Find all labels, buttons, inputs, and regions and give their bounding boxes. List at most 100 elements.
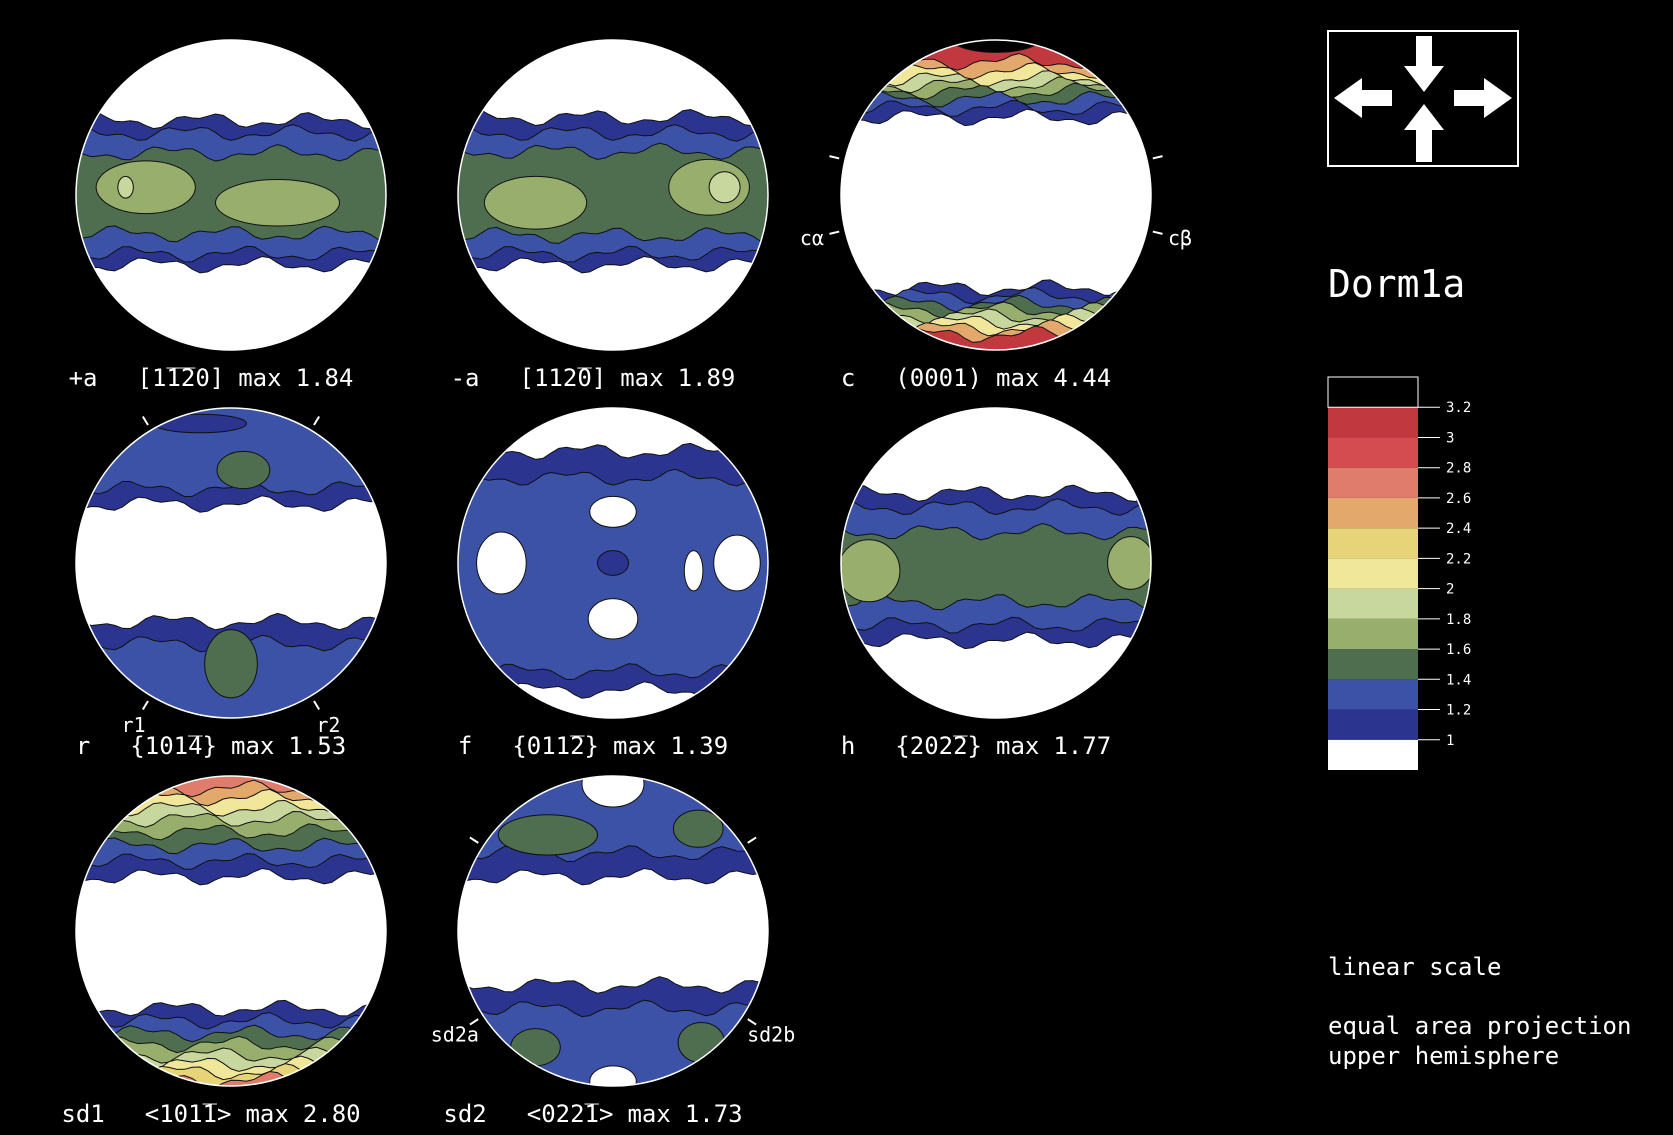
contour-blob (216, 450, 271, 490)
contour-blob (581, 776, 645, 808)
pole-label: r1 (122, 713, 146, 737)
panel-caption: sd1 <101̅1> max 2.80 (61, 1100, 360, 1128)
max-word: max (996, 732, 1039, 760)
legend-swatch (1328, 649, 1418, 680)
pole-figure (458, 408, 768, 718)
pole-figure (458, 40, 768, 350)
contour-blob (215, 179, 340, 227)
panel-caption: h {202̅2} max 1.77 (841, 732, 1111, 760)
legend-label: 1.8 (1446, 612, 1471, 628)
contour-blob (949, 40, 1043, 53)
pole-tick (469, 1018, 479, 1026)
pole-label: cα (800, 226, 824, 250)
max-value: 1.73 (685, 1100, 743, 1128)
panel-name: c (841, 364, 855, 392)
panel-name: +a (69, 364, 98, 392)
panel-index: {101̅4} (130, 732, 217, 760)
panel-name: r (76, 732, 90, 760)
pole-tick (313, 415, 321, 426)
legend-label: 1.4 (1446, 672, 1471, 688)
contour-blob (476, 531, 527, 595)
projection-outline (75, 39, 387, 351)
panel-caption: +a [1̅1̅20] max 1.84 (69, 364, 354, 392)
pole-figure (76, 40, 386, 350)
projection-outline (457, 407, 769, 719)
legend-swatch (1328, 739, 1418, 770)
panel-index: [112̅0] (520, 364, 607, 392)
panel-index: {011̅2} (512, 732, 599, 760)
panel-index: {202̅2} (895, 732, 982, 760)
legend-swatch (1328, 709, 1418, 740)
legend-swatch (1328, 618, 1418, 650)
contour-blob (597, 550, 629, 576)
arrow-down (1404, 36, 1444, 92)
legend-label: 2.4 (1446, 521, 1471, 537)
pole-label: sd2b (747, 1022, 795, 1046)
legend-swatch (1328, 679, 1418, 710)
panel-name: -a (451, 364, 480, 392)
max-word: max (627, 1100, 670, 1128)
panel-caption: r {101̅4} max 1.53 (76, 732, 346, 760)
contour-blob (672, 809, 724, 848)
legend-label: 3 (1446, 430, 1454, 446)
panel-caption: sd2 <022̅1> max 1.73 (443, 1100, 742, 1128)
panel-index: <022̅1> (527, 1100, 614, 1128)
arrow-right (1454, 78, 1512, 118)
contour-blob (587, 598, 639, 640)
legend-label: 2.6 (1446, 491, 1471, 507)
legend-swatch (1328, 467, 1418, 498)
contour-blob (497, 814, 599, 856)
contour-blob (117, 175, 134, 199)
legend-label: 2.8 (1446, 461, 1471, 477)
legend-label: 2 (1446, 582, 1454, 598)
panel-caption: c (0001) max 4.44 (841, 364, 1111, 392)
panel-name: h (841, 732, 855, 760)
hemisphere-note: upper hemisphere (1328, 1042, 1559, 1070)
legend-swatch (1328, 407, 1418, 438)
max-value: 1.89 (678, 364, 736, 392)
max-word: max (620, 364, 663, 392)
panel-name: sd1 (61, 1100, 104, 1128)
panel-index: <101̅1> (145, 1100, 232, 1128)
contour-blob (589, 1065, 637, 1086)
max-word: max (996, 364, 1039, 392)
contour-blob (483, 175, 588, 230)
projection-outline (75, 775, 387, 1087)
projection-outline (840, 39, 1152, 351)
scale-note: linear scale (1328, 953, 1501, 981)
pole-label: sd2a (431, 1022, 479, 1046)
panel-name: sd2 (443, 1100, 486, 1128)
max-word: max (613, 732, 656, 760)
max-value: 1.53 (288, 732, 346, 760)
arrow-left (1334, 78, 1392, 118)
legend-swatch (1328, 497, 1418, 529)
max-value: 1.77 (1053, 732, 1111, 760)
legend-swatch (1328, 558, 1418, 589)
orientation-box (1327, 30, 1519, 167)
projection-outline (457, 775, 769, 1087)
max-value: 1.39 (670, 732, 728, 760)
max-word: max (238, 364, 281, 392)
pole-tick (141, 415, 149, 426)
panel-caption: f {011̅2} max 1.39 (458, 732, 728, 760)
projection-note: equal area projection (1328, 1012, 1631, 1040)
contour-blob (204, 629, 258, 699)
legend-label: 3.2 (1446, 400, 1471, 416)
legend-swatch (1327, 376, 1419, 408)
legend-label: 1.6 (1446, 642, 1471, 658)
panel-index: (0001) (895, 364, 982, 392)
contour-blob (683, 550, 704, 592)
pole-tick (747, 1018, 757, 1026)
legend-label: 1.2 (1446, 703, 1471, 719)
panel-caption: -a [112̅0] max 1.89 (451, 364, 736, 392)
panel-name: f (458, 732, 472, 760)
contour-blob (589, 495, 637, 528)
max-word: max (231, 732, 274, 760)
pole-tick (829, 155, 840, 160)
pole-figure (841, 408, 1151, 718)
projection-outline (75, 407, 387, 719)
pole-tick (469, 836, 479, 844)
projection-outline (457, 39, 769, 351)
